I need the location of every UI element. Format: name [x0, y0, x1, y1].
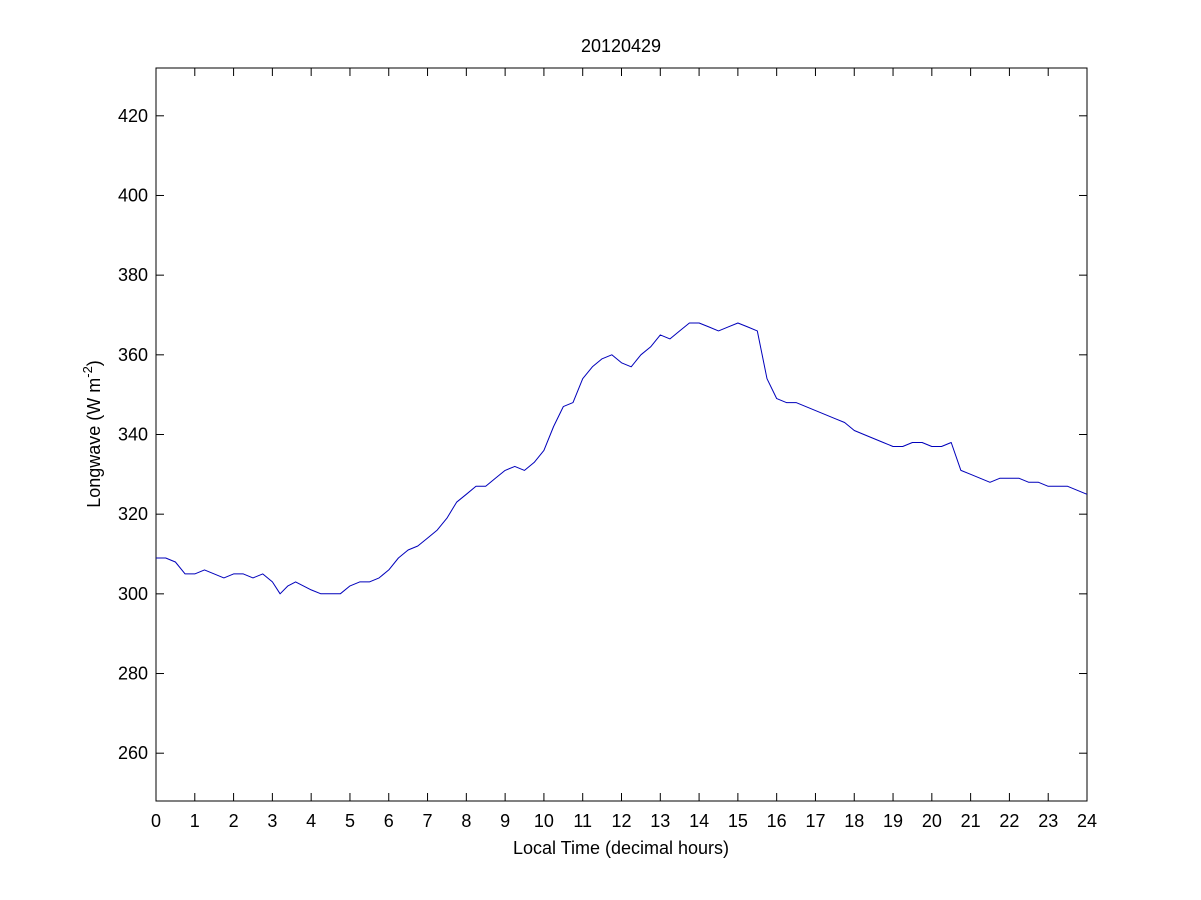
y-tick-label: 260 [118, 743, 148, 763]
y-tick-label: 320 [118, 504, 148, 524]
x-tick-label: 23 [1038, 811, 1058, 831]
x-tick-label: 13 [650, 811, 670, 831]
x-tick-label: 8 [461, 811, 471, 831]
y-tick-label: 400 [118, 185, 148, 205]
x-tick-label: 3 [267, 811, 277, 831]
x-tick-label: 7 [423, 811, 433, 831]
y-tick-label: 340 [118, 425, 148, 445]
y-axis-label-suffix: ) [84, 360, 104, 366]
y-axis-label: Longwave (W m-2) [80, 360, 104, 508]
y-axis-label-superscript: -2 [80, 366, 95, 378]
x-tick-label: 9 [500, 811, 510, 831]
y-axis-label-prefix: Longwave (W m [84, 378, 104, 508]
x-tick-label: 15 [728, 811, 748, 831]
x-tick-label: 10 [534, 811, 554, 831]
x-tick-label: 12 [611, 811, 631, 831]
chart-title: 20120429 [581, 36, 661, 56]
axes-frame [155, 67, 1088, 802]
y-axis-ticks: 260 280 300 320 340 360 380 400 420 [118, 106, 1087, 763]
x-tick-label: 6 [384, 811, 394, 831]
x-tick-label: 4 [306, 811, 316, 831]
plot-area [155, 67, 1088, 802]
x-tick-label: 14 [689, 811, 709, 831]
y-tick-label: 300 [118, 584, 148, 604]
x-tick-label: 24 [1077, 811, 1097, 831]
x-tick-label: 0 [151, 811, 161, 831]
y-tick-label: 360 [118, 345, 148, 365]
x-tick-label: 5 [345, 811, 355, 831]
x-tick-label: 11 [573, 811, 592, 831]
y-tick-label: 280 [118, 664, 148, 684]
x-tick-label: 22 [999, 811, 1019, 831]
y-tick-label: 380 [118, 265, 148, 285]
x-axis-ticks: 0 1 2 3 4 5 6 7 8 9 10 11 12 13 14 15 16 17 18 19 20 21 22 23 24 [151, 68, 1097, 831]
series-line-0 [156, 322, 1088, 595]
x-tick-label: 1 [190, 811, 200, 831]
x-tick-label: 2 [229, 811, 239, 831]
x-axis-label: Local Time (decimal hours) [513, 838, 729, 858]
x-tick-label: 17 [805, 811, 825, 831]
x-tick-label: 16 [767, 811, 787, 831]
y-tick-label: 420 [118, 106, 148, 126]
x-tick-label: 21 [961, 811, 981, 831]
x-tick-label: 20 [922, 811, 942, 831]
x-tick-label: 18 [844, 811, 864, 831]
x-tick-label: 19 [883, 811, 903, 831]
